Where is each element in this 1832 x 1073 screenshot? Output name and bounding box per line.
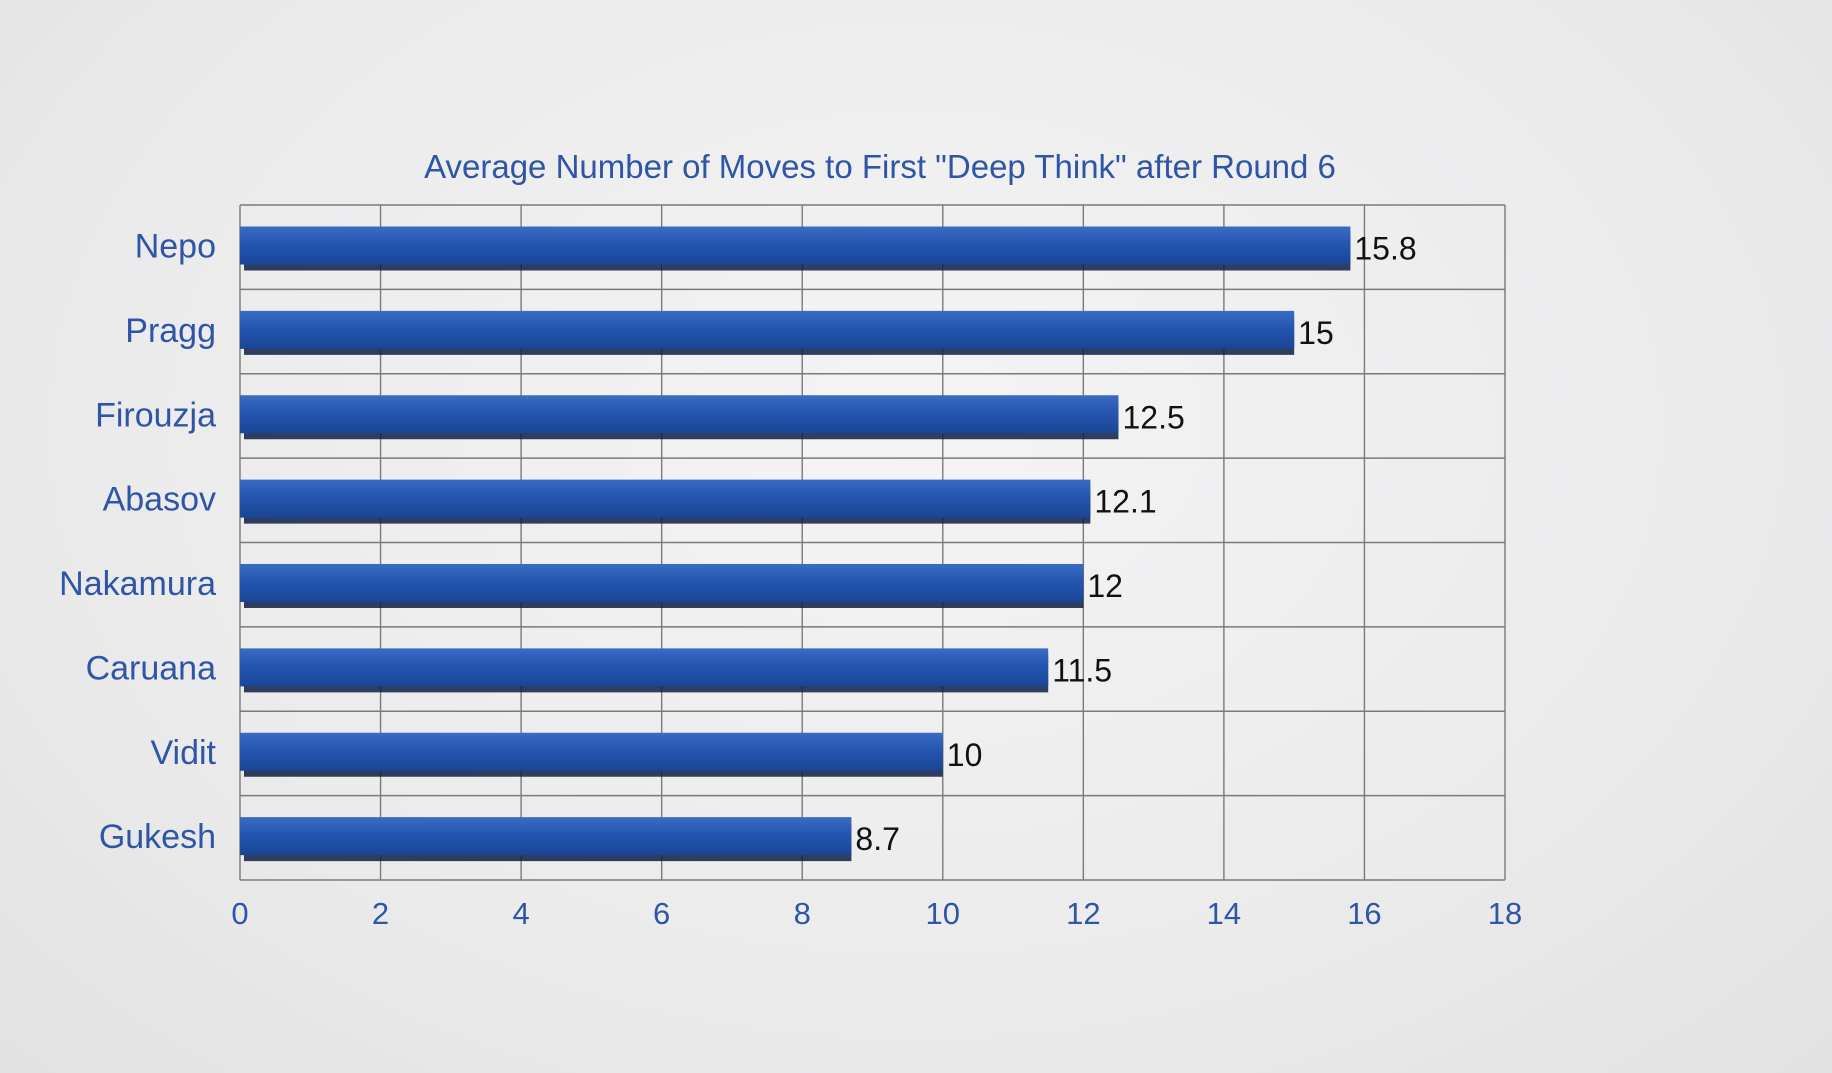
bar — [240, 732, 943, 771]
bar — [240, 564, 1084, 602]
data-label: 8.7 — [855, 821, 899, 857]
grid-lines — [239, 204, 1506, 881]
category-label: Caruana — [86, 649, 217, 687]
data-label: 11.5 — [1052, 652, 1112, 688]
category-label: Nepo — [135, 228, 216, 266]
chart-title: Average Number of Moves to First "Deep T… — [424, 148, 1336, 185]
x-tick-label: 18 — [1488, 896, 1522, 931]
x-tick-label: 0 — [231, 896, 248, 931]
x-tick-label: 6 — [653, 896, 670, 931]
bar — [240, 310, 1295, 349]
category-label: Firouzja — [95, 396, 216, 434]
x-tick-label: 8 — [794, 896, 811, 931]
x-tick-label: 10 — [926, 896, 960, 931]
category-label: Gukesh — [99, 818, 216, 856]
bar — [240, 817, 852, 856]
category-label: Pragg — [125, 312, 216, 350]
data-label: 10 — [947, 737, 983, 773]
x-tick-label: 2 — [372, 896, 389, 931]
bar — [240, 226, 1351, 265]
data-label: 12.1 — [1094, 484, 1156, 520]
data-label: 12.5 — [1122, 399, 1184, 435]
bars — [240, 226, 1351, 862]
x-tick-label: 16 — [1347, 896, 1381, 931]
category-labels: Nepo Pragg Firouzja Abasov Nakamura Caruana Vi… — [59, 228, 216, 857]
data-label: 15.8 — [1354, 231, 1416, 267]
x-tick-label: 14 — [1207, 896, 1241, 931]
data-label: 12 — [1087, 568, 1123, 604]
bar — [240, 479, 1091, 518]
value-labels: 15.8 15 12.5 12.1 12 11.5 10 8.7 — [855, 231, 1416, 858]
data-label: 15 — [1298, 315, 1334, 351]
category-label: Abasov — [103, 481, 216, 519]
x-tick-label: 4 — [512, 896, 529, 931]
category-label: Vidit — [150, 734, 216, 772]
x-tick-labels: 0 2 4 6 8 10 12 14 16 18 — [231, 896, 1522, 931]
bar — [240, 395, 1119, 434]
bar — [240, 648, 1049, 687]
category-label: Nakamura — [59, 565, 216, 603]
x-tick-label: 12 — [1066, 896, 1100, 931]
